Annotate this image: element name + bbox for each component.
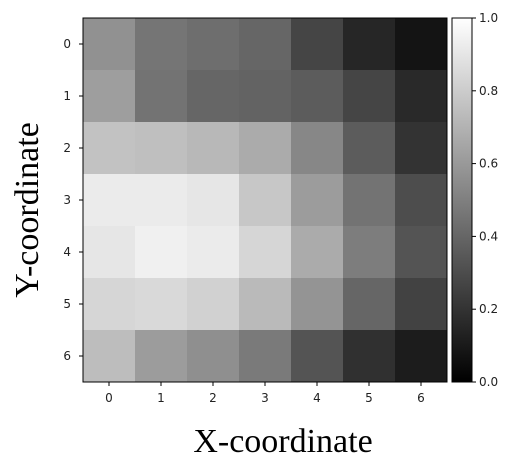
colorbar <box>451 17 473 383</box>
heatmap-cell-r1-c6 <box>395 70 448 123</box>
x-tick-label: 5 <box>365 391 373 405</box>
heatmap-cell-r6-c1 <box>135 330 188 383</box>
heatmap-cell-r3-c0 <box>83 174 136 227</box>
y-tick-label: 4 <box>63 245 71 259</box>
heatmap-cell-r4-c1 <box>135 226 188 279</box>
heatmap-cell-r1-c1 <box>135 70 188 123</box>
heatmap-cell-r6-c3 <box>239 330 292 383</box>
colorbar-tick-label: 0.6 <box>479 157 498 171</box>
heatmap-cell-r5-c6 <box>395 278 448 331</box>
heatmap-cell-r5-c3 <box>239 278 292 331</box>
heatmap-cell-r1-c0 <box>83 70 136 123</box>
heatmap-cell-r3-c1 <box>135 174 188 227</box>
heatmap-cell-r2-c1 <box>135 122 188 175</box>
heatmap-cell-r0-c5 <box>343 18 396 71</box>
heatmap-cell-r1-c5 <box>343 70 396 123</box>
colorbar-tick-label: 0.4 <box>479 229 498 243</box>
colorbar-ticks: 0.0 0.2 0.4 0.6 0.8 1.0 <box>472 11 498 389</box>
colorbar-tick-label: 0.2 <box>479 302 498 316</box>
heatmap-cell-r3-c5 <box>343 174 396 227</box>
heatmap-cell-r2-c4 <box>291 122 344 175</box>
x-axis-ticks: 0 1 2 3 4 5 6 <box>105 382 425 405</box>
heatmap-cell-r0-c0 <box>83 18 136 71</box>
x-tick-label: 6 <box>417 391 425 405</box>
heatmap-cell-r4-c0 <box>83 226 136 279</box>
y-tick-label: 0 <box>63 37 71 51</box>
heatmap-cell-r4-c3 <box>239 226 292 279</box>
colorbar-tick-label: 0.8 <box>479 84 498 98</box>
heatmap-cell-r5-c5 <box>343 278 396 331</box>
heatmap-cell-r1-c4 <box>291 70 344 123</box>
heatmap-cell-r3-c3 <box>239 174 292 227</box>
x-axis-label: X-coordinate <box>193 423 372 460</box>
heatmap-cell-r0-c2 <box>187 18 240 71</box>
heatmap-cell-r5-c0 <box>83 278 136 331</box>
heatmap-cell-r6-c5 <box>343 330 396 383</box>
heatmap-cell-r3-c6 <box>395 174 448 227</box>
y-tick-label: 2 <box>63 141 71 155</box>
colorbar-tick-label: 0.0 <box>479 375 498 389</box>
y-tick-label: 5 <box>63 297 71 311</box>
heatmap-cell-r6-c0 <box>83 330 136 383</box>
heatmap-cell-r0-c3 <box>239 18 292 71</box>
heatmap-cell-r2-c3 <box>239 122 292 175</box>
x-tick-label: 1 <box>157 391 165 405</box>
x-tick-label: 2 <box>209 391 217 405</box>
heatmap-cell-r4-c4 <box>291 226 344 279</box>
heatmap-cells <box>83 18 448 383</box>
heatmap-cell-r4-c6 <box>395 226 448 279</box>
heatmap-cell-r1-c2 <box>187 70 240 123</box>
heatmap-cell-r5-c1 <box>135 278 188 331</box>
x-tick-label: 0 <box>105 391 113 405</box>
y-tick-label: 6 <box>63 349 71 363</box>
heatmap-cell-r4-c5 <box>343 226 396 279</box>
heatmap-cell-r3-c2 <box>187 174 240 227</box>
heatmap-cell-r0-c1 <box>135 18 188 71</box>
heatmap-cell-r0-c4 <box>291 18 344 71</box>
heatmap-cell-r6-c4 <box>291 330 344 383</box>
heatmap-cell-r6-c6 <box>395 330 448 383</box>
x-tick-label: 3 <box>261 391 269 405</box>
heatmap-cell-r1-c3 <box>239 70 292 123</box>
y-tick-label: 3 <box>63 193 71 207</box>
heatmap-cell-r2-c0 <box>83 122 136 175</box>
colorbar-tick-label: 1.0 <box>479 11 498 25</box>
heatmap-cell-r2-c2 <box>187 122 240 175</box>
x-tick-label: 4 <box>313 391 321 405</box>
heatmap-cell-r3-c4 <box>291 174 344 227</box>
heatmap-cell-r6-c2 <box>187 330 240 383</box>
y-axis-ticks: 0 1 2 3 4 5 6 <box>63 37 83 363</box>
heatmap-cell-r2-c5 <box>343 122 396 175</box>
heatmap-cell-r0-c6 <box>395 18 448 71</box>
heatmap-cell-r5-c4 <box>291 278 344 331</box>
heatmap-cell-r5-c2 <box>187 278 240 331</box>
heatmap-cell-r4-c2 <box>187 226 240 279</box>
y-axis-label: Y-coordinate <box>9 122 46 298</box>
heatmap-cell-r2-c6 <box>395 122 448 175</box>
y-tick-label: 1 <box>63 89 71 103</box>
